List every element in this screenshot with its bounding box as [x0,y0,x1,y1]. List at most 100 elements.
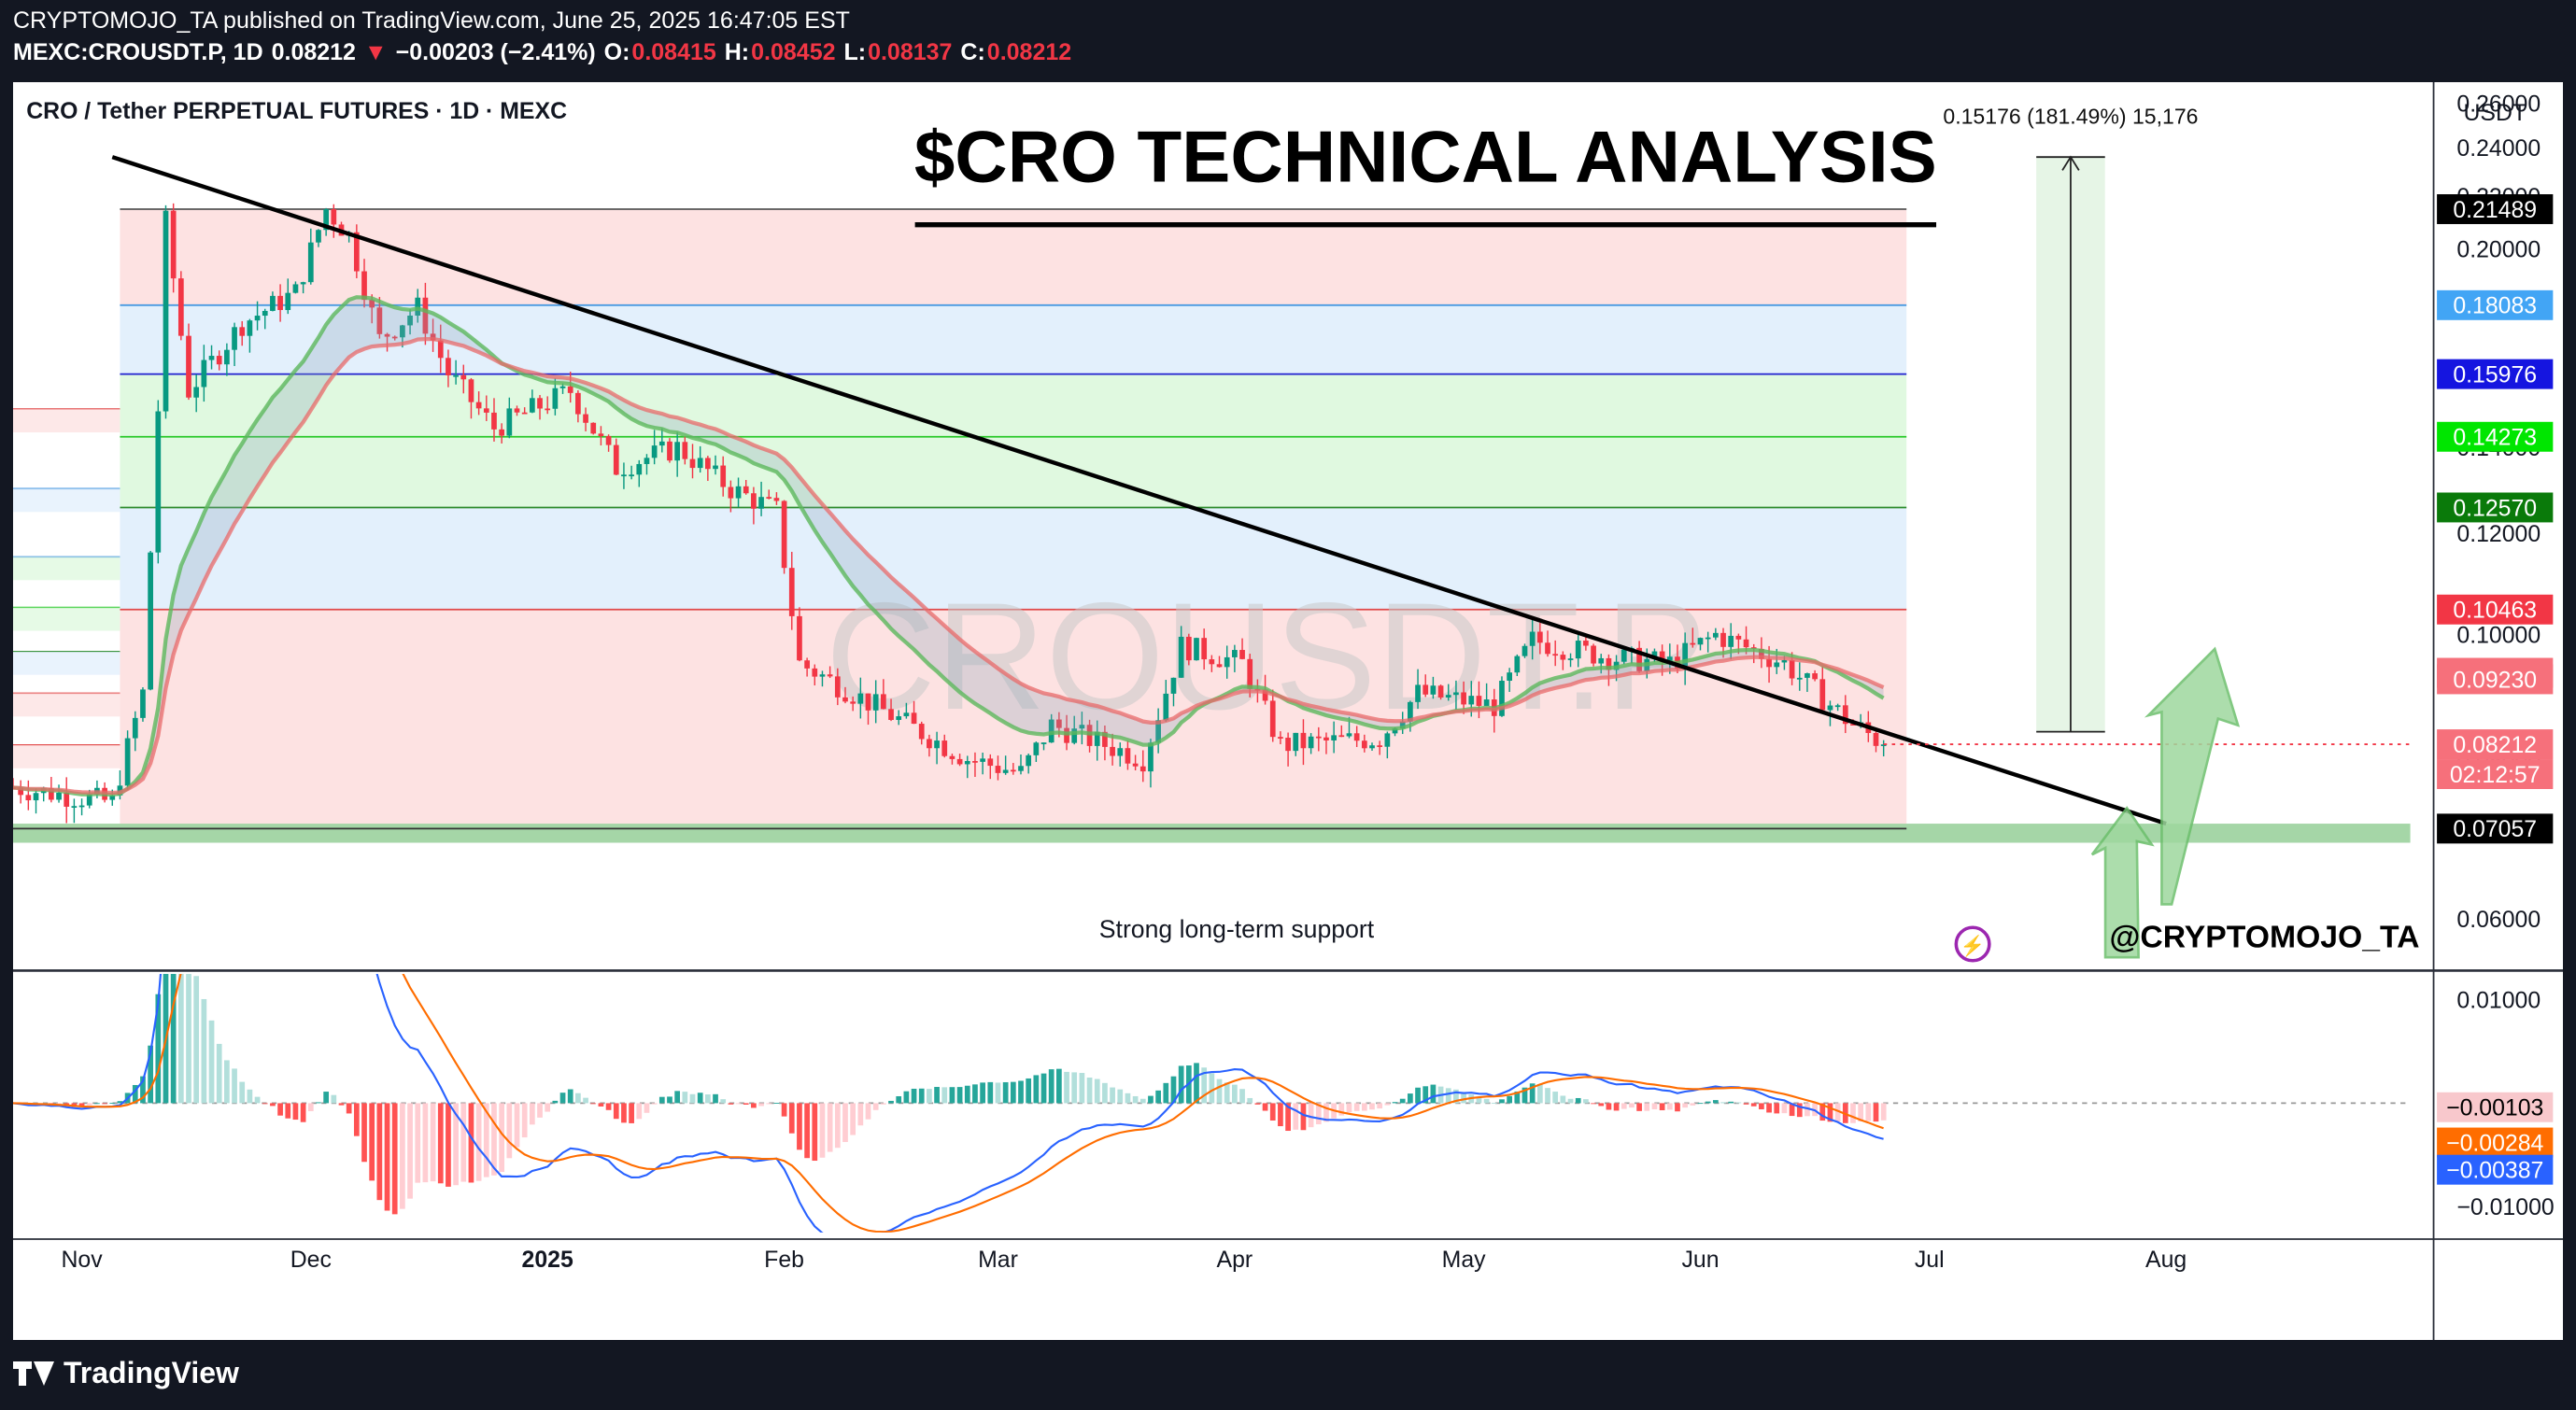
candle-body [728,486,734,499]
close-label: C: [960,39,985,65]
macd-bar [186,973,191,1104]
candle-body [285,292,291,311]
candle-body [819,674,826,677]
macd-bar [1415,1087,1421,1104]
candle-body [1216,664,1223,668]
macd-bar [903,1091,910,1104]
macd-line [13,973,1884,1233]
candle-body [491,412,497,430]
macd-bar [376,1103,383,1201]
candle-body [1430,685,1437,695]
candle-body [1170,677,1177,694]
candle-body [781,501,787,569]
candle-body [1583,641,1589,646]
macd-bar [880,1103,886,1105]
macd-bar [1850,1103,1856,1123]
candle-body [1247,658,1253,689]
macd-bar [857,1103,864,1126]
macd-bar [1377,1103,1383,1109]
candle-body [247,320,253,336]
macd-bar [575,1093,581,1104]
macd-bar [704,1094,711,1104]
price-chart[interactable]: CROUSDT.P 0.15176 (181.49%) 15,176 CRO / T… [13,82,2563,1340]
macd-bar [911,1088,917,1104]
candle-body [1705,637,1711,640]
macd-bar [987,1081,994,1104]
price-label: 0.08212 [2453,733,2537,758]
macd-bar [1056,1068,1062,1104]
macd-bar [1499,1099,1505,1104]
candle-body [1071,728,1078,743]
macd-bar [1743,1103,1749,1105]
macd-tick-label: −0.01000 [2456,1195,2554,1220]
candle-body [1102,731,1108,747]
macd-bar [559,1093,566,1104]
candle-body [682,442,688,459]
prior-fib-zone [13,651,120,675]
candle-body [1666,656,1673,663]
macd-bar [1759,1103,1764,1109]
candle-body [1018,766,1024,771]
chart-panel[interactable]: CROUSDT.P 0.15176 (181.49%) 15,176 CRO / T… [13,82,2563,1340]
symbol-label[interactable]: MEXC:CROUSDT.P, 1D [13,39,263,65]
macd-bar [788,1103,795,1134]
macd-bar [292,1103,299,1121]
candle-body [1194,638,1199,661]
candle-body [880,694,886,710]
candle-body [949,755,955,759]
macd-bar [1827,1103,1833,1122]
candle-body [1781,659,1788,663]
macd-bar [201,998,207,1104]
candle-body [376,307,383,334]
candle-body [735,486,742,499]
candle-body [1040,742,1047,744]
price-label-bg [2437,729,2554,760]
macd-bar [529,1103,535,1125]
candle-body [812,668,818,677]
candle-body [56,792,62,800]
candle-body [1048,719,1054,743]
candle-body [537,398,543,409]
macd-bar [751,1103,757,1108]
macd-bar [1621,1103,1627,1109]
ema-fast-line [13,295,1885,797]
macd-bar [1018,1080,1024,1104]
candle-body [667,441,672,461]
candle-body [1842,705,1848,725]
macd-bar [842,1103,848,1143]
macd-bar [1170,1076,1177,1104]
macd-bar [338,1103,345,1106]
macd-bar [972,1084,978,1104]
macd-bar [1575,1097,1581,1104]
candle-body [254,316,261,321]
macd-bar [1064,1071,1069,1104]
projection-arrowhead-icon [2061,155,2080,171]
price-label-bg [2437,492,2554,523]
macd-bar [170,973,177,1104]
candle-body [773,498,780,501]
candle-body [651,445,658,458]
candle-body [1552,654,1559,656]
macd-bar [506,1103,513,1159]
macd-bar [1278,1103,1283,1127]
macd-bar [1536,1084,1543,1104]
macd-bar [1040,1073,1047,1104]
macd-bar [1545,1088,1550,1104]
candle-body [788,568,795,616]
macd-bar [1865,1103,1872,1121]
macd-bar [927,1089,932,1104]
macd-bar [224,1060,230,1104]
candle-body [307,242,314,283]
candle-body [1606,657,1612,670]
candle-body [1636,647,1642,671]
macd-bar [1774,1103,1780,1114]
candle-body [86,794,92,806]
macd-bar [1224,1082,1230,1104]
candle-body [224,349,230,365]
macd-bar [1483,1098,1490,1104]
price-label-bg [2437,289,2554,320]
candle-body [1209,659,1215,665]
countdown-bg [2437,759,2554,789]
macd-bar [812,1103,818,1162]
y-tick-label: 0.20000 [2456,238,2541,263]
